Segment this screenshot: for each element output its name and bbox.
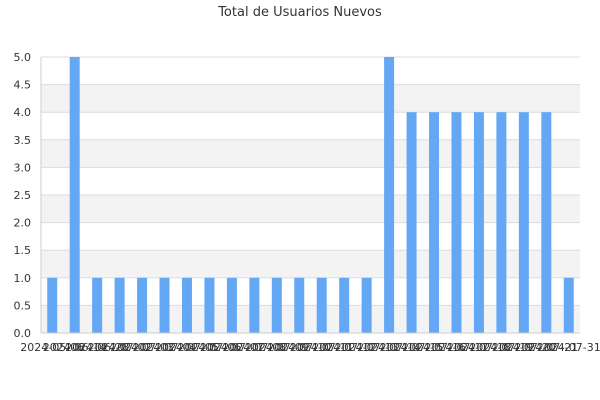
bar	[406, 112, 417, 333]
x-tick-label: 2024-07-06	[177, 341, 241, 354]
x-tick-label: 2024-07-07	[200, 341, 264, 354]
bars	[47, 57, 574, 333]
bar	[159, 277, 170, 333]
x-tick-label: 2024-06-28	[65, 341, 129, 354]
x-tick-label: 2024-07-09	[245, 341, 309, 354]
y-tick-label: 4.5	[14, 79, 32, 92]
x-tick-label: 2024-07-03	[110, 341, 174, 354]
grid-bands	[41, 84, 580, 333]
bar	[518, 112, 529, 333]
x-tick-label: 2024-07-05	[155, 341, 219, 354]
x-tick-label: 2024-07-21	[514, 341, 578, 354]
grid-band	[41, 195, 580, 223]
y-tick-label: 2.5	[14, 189, 32, 202]
bar	[361, 277, 372, 333]
x-tick-label: 2024-07-18	[447, 341, 511, 354]
x-tick-label: 2024-07-11	[290, 341, 354, 354]
y-tick-label: 5.0	[14, 51, 32, 64]
bar	[249, 277, 260, 333]
bar	[114, 277, 125, 333]
x-tick-label: 2024-07-31	[537, 341, 600, 354]
chart-title: Total de Usuarios Nuevos	[217, 5, 382, 20]
y-tick-label: 3.5	[14, 134, 32, 147]
bar	[563, 277, 574, 333]
bar	[294, 277, 305, 333]
y-tick-label: 1.0	[14, 272, 32, 285]
x-tick-label: 2024-07-14	[357, 341, 421, 354]
x-axis-ticks: 2024-05-062024-06-142024-06-282024-07-02…	[20, 341, 600, 354]
bar	[316, 277, 327, 333]
x-tick-label: 2024-05-06	[20, 341, 84, 354]
grid-band	[41, 305, 580, 333]
bar	[137, 277, 148, 333]
x-tick-label: 2024-07-13	[335, 341, 399, 354]
grid-band	[41, 139, 580, 168]
bar	[473, 112, 484, 333]
y-tick-label: 3.0	[14, 161, 32, 174]
bar	[271, 277, 282, 333]
bar	[204, 277, 215, 333]
x-tick-label: 2024-06-14	[43, 341, 107, 354]
y-tick-label: 1.5	[14, 244, 32, 257]
grid-band	[41, 250, 580, 278]
x-tick-label: 2024-07-12	[312, 341, 376, 354]
bar	[384, 57, 395, 333]
bar	[541, 112, 552, 333]
bar	[339, 277, 350, 333]
x-tick-label: 2024-07-10	[267, 341, 331, 354]
bar	[47, 277, 58, 333]
x-tick-label: 2024-07-02	[88, 341, 152, 354]
y-axis-ticks: 0.0 0.5 1.0 1.5 2.0 2.5 3.0 3.5 4.0 4.5 5.0	[14, 51, 32, 340]
y-tick-label: 0.5	[14, 299, 32, 312]
y-tick-label: 4.0	[14, 106, 32, 119]
y-tick-label: 2.0	[14, 217, 32, 230]
x-tick-label: 2024-07-16	[402, 341, 466, 354]
x-tick-label: 2024-07-04	[133, 341, 197, 354]
bar	[429, 112, 440, 333]
x-tick-label: 2024-07-19	[469, 341, 533, 354]
x-tick-label: 2024-07-08	[222, 341, 286, 354]
bar	[451, 112, 462, 333]
x-tick-label: 2024-07-15	[380, 341, 444, 354]
bar	[92, 277, 103, 333]
bar	[181, 277, 192, 333]
bar	[496, 112, 507, 333]
grid-band	[41, 84, 580, 113]
bar	[69, 57, 80, 333]
bar	[226, 277, 237, 333]
x-tick-label: 2024-07-20	[492, 341, 556, 354]
y-tick-label: 0.0	[14, 327, 32, 340]
x-tick-label: 2024-07-17	[425, 341, 489, 354]
grid-lines	[41, 56, 580, 334]
